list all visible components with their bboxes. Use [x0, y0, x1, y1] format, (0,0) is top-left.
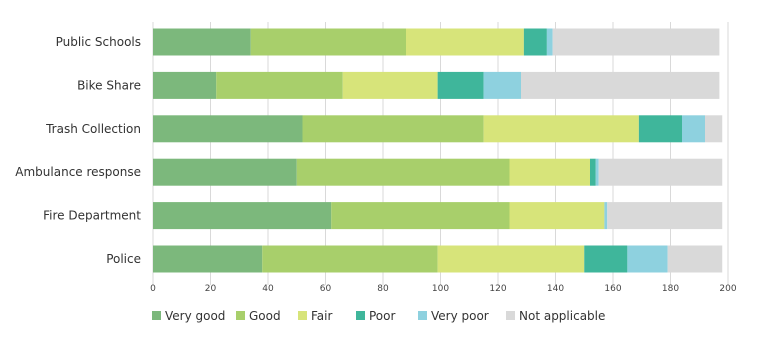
legend-swatch — [236, 311, 245, 320]
bar-segment-not-applicable — [705, 115, 723, 143]
category-label: Fire Department — [43, 209, 141, 223]
x-tick-label: 80 — [377, 284, 389, 294]
bar-segment-very-poor — [595, 158, 599, 186]
bar-segment-fair — [509, 158, 590, 186]
bar-segment-good — [302, 115, 484, 143]
bar-segment-very-poor — [627, 245, 668, 273]
bar-segment-good — [250, 28, 406, 56]
bar-segment-not-applicable — [598, 158, 723, 186]
x-tick-label: 60 — [320, 284, 332, 294]
legend-label: Fair — [311, 309, 332, 323]
category-label: Bike Share — [77, 78, 141, 92]
x-tick-label: 140 — [547, 284, 564, 294]
bar-segment-not-applicable — [607, 202, 723, 230]
x-tick-label: 0 — [150, 284, 156, 294]
x-tick-label: 100 — [432, 284, 449, 294]
bars-layer — [153, 28, 723, 273]
bar-segment-very-good — [153, 245, 263, 273]
legend-label: Poor — [369, 309, 395, 323]
bar-segment-good — [331, 202, 510, 230]
bar-segment-good — [296, 158, 510, 186]
legend-swatch — [506, 311, 515, 320]
x-tick-label: 120 — [489, 284, 506, 294]
legend-swatch — [152, 311, 161, 320]
bar-segment-very-poor — [604, 202, 608, 230]
grid-layer — [152, 22, 729, 285]
legend-label: Not applicable — [519, 309, 605, 323]
bar-segment-very-good — [153, 71, 217, 99]
bar-segment-very-poor — [682, 115, 705, 143]
bar-segment-poor — [584, 245, 628, 273]
category-label: Public Schools — [56, 35, 141, 49]
bar-segment-poor — [523, 28, 547, 56]
bar-segment-not-applicable — [521, 71, 720, 99]
legend-swatch — [298, 311, 307, 320]
category-label: Ambulance response — [15, 165, 141, 179]
bar-segment-very-good — [153, 28, 251, 56]
bar-segment-not-applicable — [552, 28, 720, 56]
bar-segment-fair — [437, 245, 585, 273]
bar-segment-good — [262, 245, 438, 273]
category-labels: Public Schools Bike Share Trash Collection… — [15, 35, 141, 266]
bar-segment-fair — [509, 202, 605, 230]
bar-segment-very-good — [153, 202, 332, 230]
x-tick-label: 40 — [262, 284, 274, 294]
bar-segment-very-good — [153, 158, 297, 186]
bar-segment-fair — [342, 71, 438, 99]
legend-label: Good — [249, 309, 281, 323]
legend-swatch — [356, 311, 365, 320]
category-label: Trash Collection — [45, 122, 141, 136]
x-tick-labels: 0 20 40 60 80 100 120 140 160 180 200 — [150, 284, 737, 294]
x-tick-label: 200 — [719, 284, 736, 294]
bar-segment-very-good — [153, 115, 303, 143]
x-tick-label: 180 — [662, 284, 679, 294]
legend: Very good Good Fair Poor Very poor Not applic… — [152, 309, 605, 323]
bar-segment-good — [216, 71, 343, 99]
bar-segment-not-applicable — [667, 245, 723, 273]
bar-segment-fair — [483, 115, 639, 143]
x-tick-label: 20 — [205, 284, 217, 294]
bar-segment-very-poor — [546, 28, 553, 56]
bar-segment-very-poor — [483, 71, 521, 99]
legend-swatch — [418, 311, 427, 320]
legend-label: Very good — [165, 309, 225, 323]
bar-segment-poor — [437, 71, 484, 99]
x-tick-label: 160 — [604, 284, 621, 294]
bar-segment-fair — [406, 28, 524, 56]
bar-segment-poor — [590, 158, 596, 186]
category-label: Police — [106, 252, 141, 266]
legend-label: Very poor — [431, 309, 489, 323]
bar-segment-poor — [638, 115, 682, 143]
